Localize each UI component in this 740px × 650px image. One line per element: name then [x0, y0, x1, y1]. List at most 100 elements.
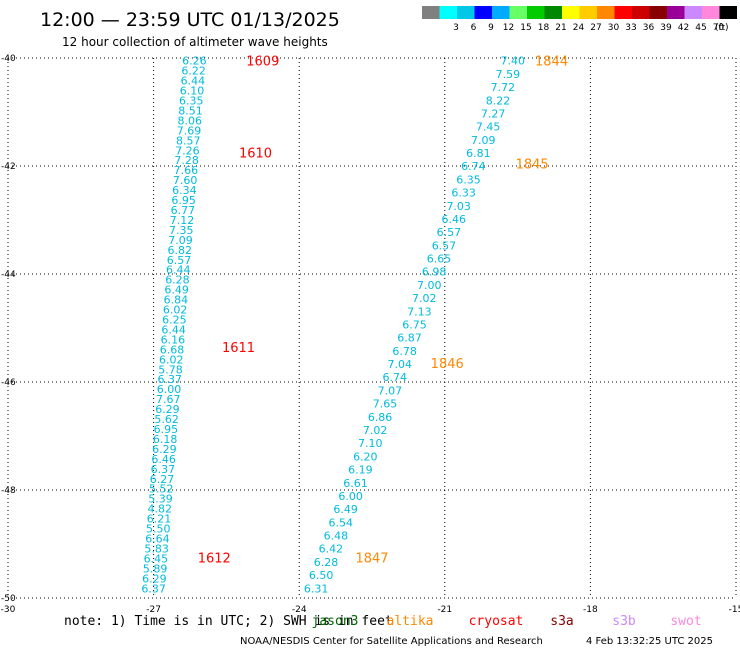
wave-height-value: 7.66	[174, 164, 199, 177]
satellite-legend-s3b: s3b	[612, 614, 636, 629]
satellite-legend: jason3 altika cryosat s3a s3b swot	[312, 614, 702, 629]
wave-height-value: 7.72	[491, 81, 516, 94]
wave-height-value: 5.50	[146, 523, 171, 536]
legend-swatch	[649, 6, 667, 19]
satellite-legend-s3a: s3a	[550, 614, 573, 629]
wave-height-value: 6.00	[157, 383, 182, 396]
wave-height-value: 6.57	[437, 226, 462, 239]
wave-height-value: 6.57	[167, 254, 192, 267]
x-tick-label: -27	[146, 605, 161, 615]
wave-height-value: 6.61	[343, 477, 368, 490]
legend-label: 9	[488, 23, 494, 33]
wave-height-value: 6.25	[162, 314, 187, 327]
wave-height-value: 6.75	[402, 318, 427, 331]
legend-label: 3	[453, 23, 459, 33]
footer-timestamp: 4 Feb 13:32:25 UTC 2025	[586, 636, 713, 647]
legend-swatch	[579, 6, 597, 19]
wave-height-value: 6.45	[144, 552, 169, 565]
wave-height-value: 6.78	[392, 345, 417, 358]
wave-height-value: 6.27	[150, 473, 175, 486]
plot-grid	[7, 57, 737, 599]
legend-swatch	[422, 6, 440, 19]
wave-height-value: 6.82	[168, 244, 193, 257]
wave-height-value: 5.39	[148, 493, 173, 506]
legend-swatch	[439, 6, 457, 19]
legend-swatch	[667, 6, 685, 19]
wave-height-value: 6.00	[338, 490, 363, 503]
wave-height-value: 6.86	[368, 411, 393, 424]
wave-height-value: 6.28	[314, 556, 339, 569]
wave-height-value: 7.59	[496, 68, 521, 81]
legend-label: 27	[590, 23, 601, 33]
time-label: 1847	[355, 552, 388, 567]
wave-height-value: 4.82	[148, 503, 173, 516]
wave-height-value: 6.42	[319, 543, 344, 556]
time-label: 1611	[222, 341, 255, 356]
wave-height-value: 6.87	[397, 332, 422, 345]
legend-label: 30	[608, 23, 620, 33]
wave-height-value: 8.06	[178, 114, 203, 127]
wave-height-value: 5.83	[144, 542, 169, 555]
wave-height-value: 6.44	[181, 75, 206, 88]
time-label: 1845	[516, 157, 549, 172]
wave-height-value: 6.84	[164, 294, 189, 307]
time-label: 1612	[198, 552, 231, 567]
wave-height-value: 5.62	[154, 413, 179, 426]
wave-height-value: 6.33	[451, 187, 476, 200]
wave-height-value: 6.21	[147, 513, 172, 526]
wave-height-value: 7.07	[378, 384, 403, 397]
x-tick-label: -18	[583, 605, 598, 615]
wave-height-value: 8.22	[486, 94, 511, 107]
legend-swatch	[474, 6, 492, 19]
y-tick-label: -46	[1, 378, 16, 388]
legend-swatch	[597, 6, 615, 19]
x-tick-label: -15	[729, 605, 740, 615]
wave-height-value: 6.29	[155, 403, 180, 416]
wave-height-value: 8.51	[178, 104, 203, 117]
legend-swatch	[719, 6, 737, 19]
legend-swatch	[614, 6, 632, 19]
wave-height-value: 6.68	[160, 343, 185, 356]
time-label: 1846	[431, 357, 464, 372]
y-tick-label: -50	[1, 594, 16, 604]
wave-height-value: 7.40	[500, 55, 525, 68]
legend-label: 6	[471, 23, 477, 33]
legend-label: 33	[625, 23, 636, 33]
wave-height-value: 6.98	[422, 266, 447, 279]
legend-label: 15	[520, 23, 531, 33]
legend-swatch	[684, 6, 702, 19]
legend-label: 24	[573, 23, 585, 33]
wave-height-value: 7.65	[373, 398, 398, 411]
footer-credit: NOAA/NESDIS Center for Satellite Applica…	[240, 636, 543, 647]
wave-height-value: 7.12	[170, 214, 195, 227]
y-tick-label: -40	[1, 54, 16, 64]
chart-title: 12:00 — 23:59 UTC 01/13/2025	[40, 9, 340, 31]
wave-height-value: 6.95	[154, 423, 179, 436]
legend-swatch	[457, 6, 475, 19]
wave-height-value: 7.13	[407, 305, 432, 318]
wave-height-value: 7.28	[174, 154, 199, 167]
wave-height-value: 6.64	[145, 533, 170, 546]
wave-height-value: 7.10	[358, 437, 383, 450]
legend-unit: (ft)	[715, 23, 729, 33]
legend-label: 39	[660, 23, 672, 33]
wave-height-value: 6.44	[166, 264, 191, 277]
legend-swatch	[492, 6, 510, 19]
x-tick-label: -30	[1, 605, 16, 615]
wave-height-value: 6.22	[181, 65, 206, 78]
wave-height-value: 7.60	[173, 174, 198, 187]
wave-height-value: 7.09	[471, 134, 496, 147]
x-tick-label: -21	[437, 605, 452, 615]
legend-label: 45	[695, 23, 706, 33]
wave-height-value: 6.77	[171, 204, 196, 217]
legend-swatch	[702, 6, 720, 19]
wave-height-value: 7.09	[168, 234, 193, 247]
wave-height-value: 5.89	[143, 562, 168, 575]
satellite-legend-jason3: jason3	[312, 614, 359, 629]
wave-height-value: 6.44	[161, 323, 186, 336]
satellite-tracks: 6.266.226.446.106.358.518.067.698.577.26…	[141, 55, 568, 596]
legend-label: 18	[538, 23, 550, 33]
legend-label: 42	[678, 23, 689, 33]
wave-height-value: 5.52	[149, 483, 174, 496]
wave-height-value: 6.49	[333, 503, 358, 516]
